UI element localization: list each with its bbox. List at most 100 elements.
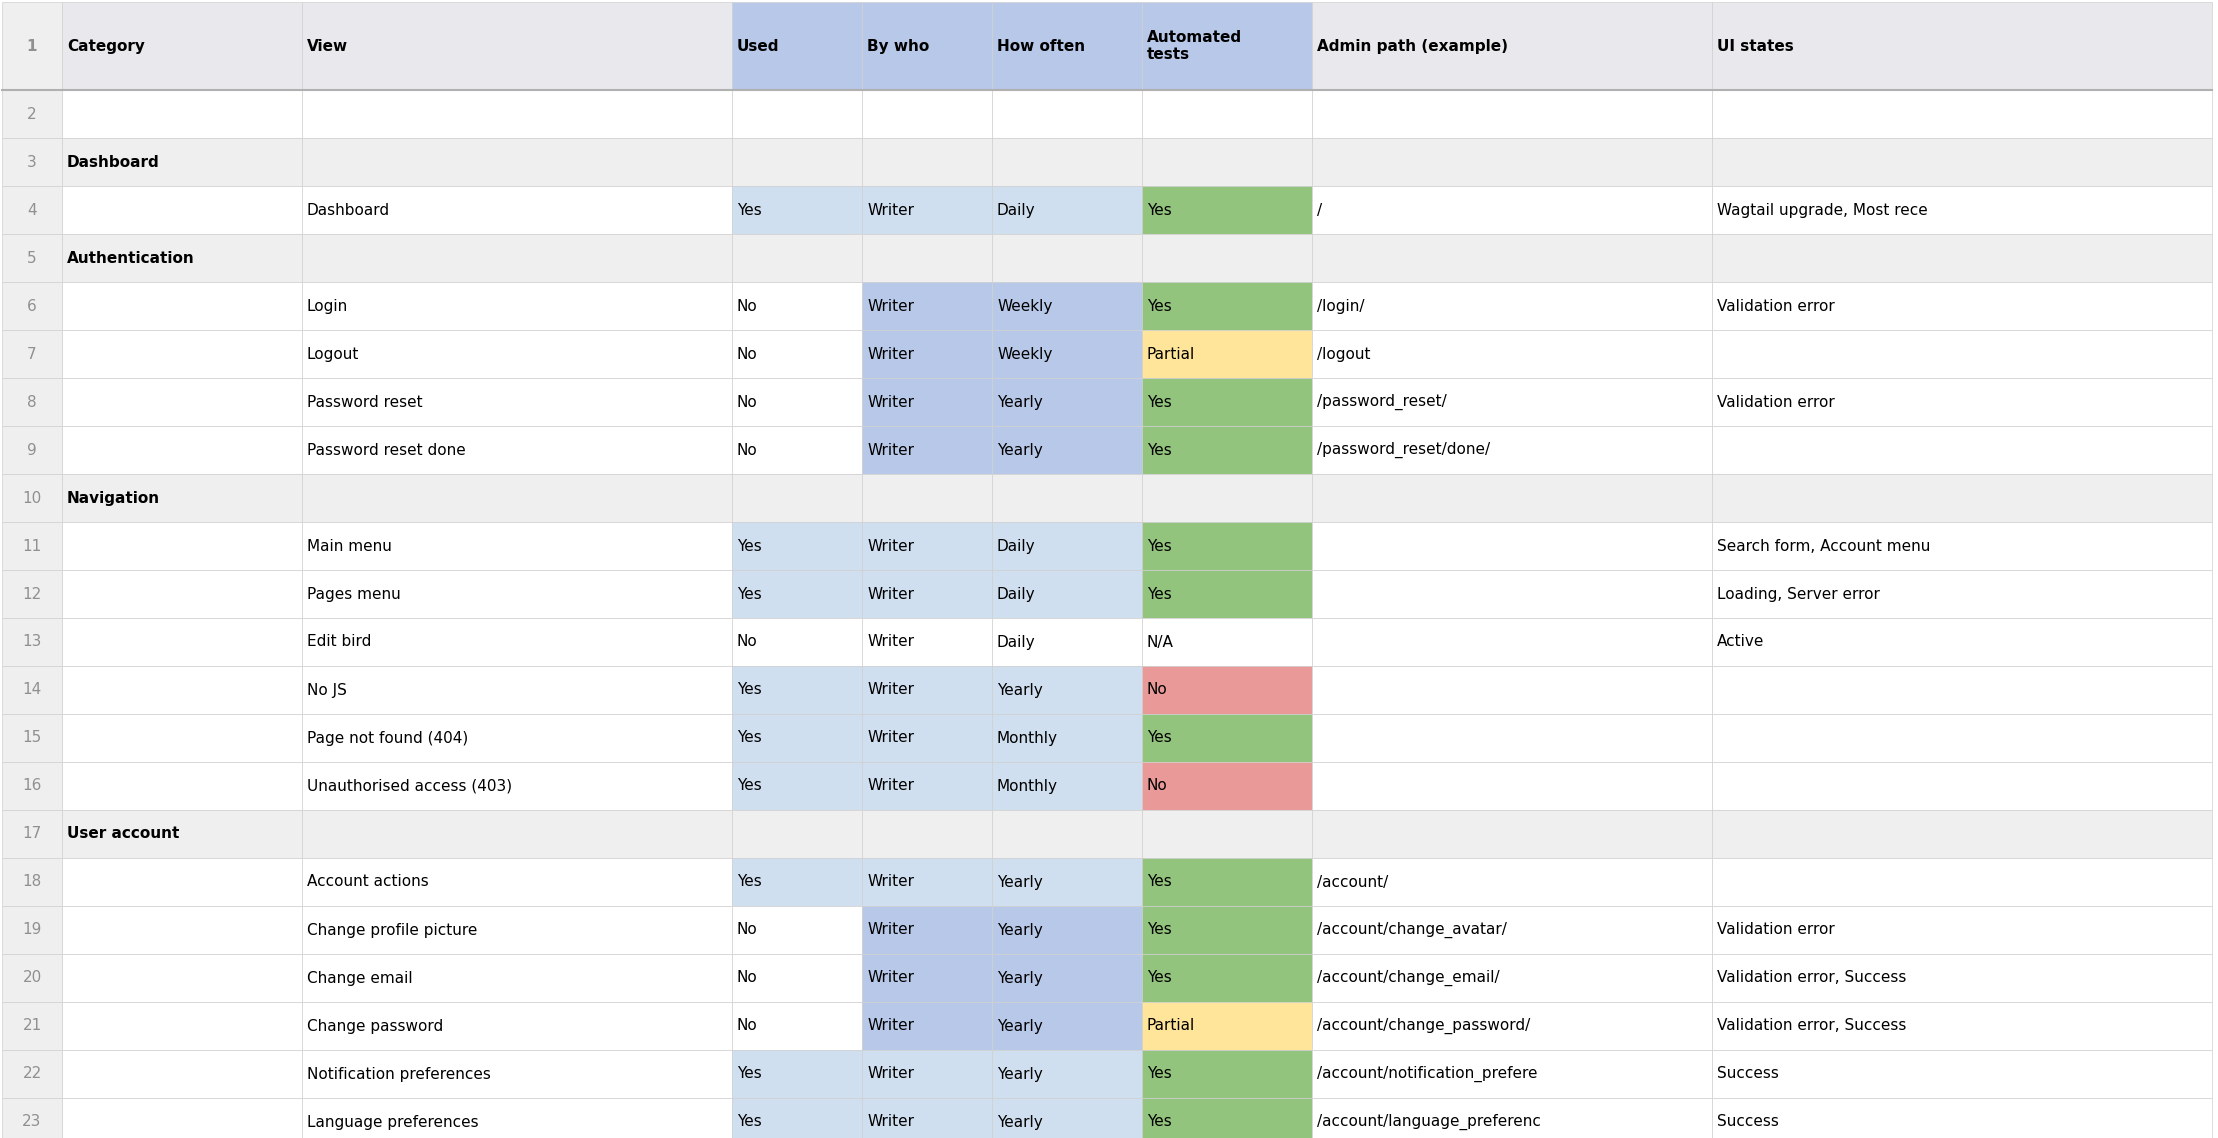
- Bar: [863, 954, 991, 1001]
- Bar: [1712, 475, 2211, 522]
- Text: Yearly: Yearly: [998, 443, 1042, 457]
- Text: Yes: Yes: [1147, 538, 1171, 553]
- Text: Account actions: Account actions: [306, 874, 428, 890]
- Bar: [62, 426, 302, 475]
- Text: 8: 8: [27, 395, 38, 410]
- Text: View: View: [306, 39, 348, 53]
- Bar: [302, 954, 732, 1001]
- Text: Main menu: Main menu: [306, 538, 393, 553]
- Bar: [863, 522, 991, 570]
- Bar: [863, 570, 991, 618]
- Text: Validation error: Validation error: [1717, 298, 1834, 313]
- Text: 19: 19: [22, 923, 42, 938]
- Text: Yes: Yes: [1147, 586, 1171, 602]
- Bar: [1712, 810, 2211, 858]
- Text: /login/: /login/: [1317, 298, 1364, 313]
- Text: 3: 3: [27, 155, 38, 170]
- Text: How often: How often: [998, 39, 1085, 53]
- Bar: [732, 1098, 863, 1138]
- Bar: [732, 858, 863, 906]
- Bar: [1313, 475, 1712, 522]
- Text: 15: 15: [22, 731, 42, 745]
- Text: Writer: Writer: [867, 1114, 914, 1130]
- Text: Writer: Writer: [867, 731, 914, 745]
- Bar: [1712, 618, 2211, 666]
- Text: Daily: Daily: [998, 538, 1036, 553]
- Bar: [1313, 1001, 1712, 1050]
- Bar: [2, 378, 62, 426]
- Text: No JS: No JS: [306, 683, 346, 698]
- Bar: [732, 330, 863, 378]
- Bar: [991, 234, 1142, 282]
- Bar: [732, 138, 863, 185]
- Bar: [991, 762, 1142, 810]
- Bar: [863, 426, 991, 475]
- Bar: [302, 858, 732, 906]
- Text: 13: 13: [22, 635, 42, 650]
- Text: 14: 14: [22, 683, 42, 698]
- Bar: [991, 954, 1142, 1001]
- Bar: [2, 714, 62, 762]
- Bar: [1313, 138, 1712, 185]
- Bar: [863, 330, 991, 378]
- Bar: [62, 810, 302, 858]
- Bar: [62, 138, 302, 185]
- Text: Validation error: Validation error: [1717, 395, 1834, 410]
- Bar: [1313, 330, 1712, 378]
- Bar: [2, 906, 62, 954]
- Text: 7: 7: [27, 346, 38, 362]
- Bar: [732, 1001, 863, 1050]
- Bar: [1712, 234, 2211, 282]
- Bar: [732, 475, 863, 522]
- Bar: [1313, 522, 1712, 570]
- Text: Writer: Writer: [867, 874, 914, 890]
- Text: 22: 22: [22, 1066, 42, 1081]
- Text: Yes: Yes: [736, 538, 761, 553]
- Bar: [1142, 906, 1313, 954]
- Text: Daily: Daily: [998, 635, 1036, 650]
- Bar: [2, 90, 62, 138]
- Bar: [302, 906, 732, 954]
- Bar: [1712, 185, 2211, 234]
- Bar: [991, 138, 1142, 185]
- Bar: [1313, 1050, 1712, 1098]
- Text: No: No: [1147, 778, 1167, 793]
- Bar: [302, 426, 732, 475]
- Text: 9: 9: [27, 443, 38, 457]
- Text: /account/language_preferenc: /account/language_preferenc: [1317, 1114, 1542, 1130]
- Bar: [2, 570, 62, 618]
- Bar: [1142, 475, 1313, 522]
- Bar: [62, 522, 302, 570]
- Bar: [991, 522, 1142, 570]
- Bar: [2, 522, 62, 570]
- Bar: [302, 90, 732, 138]
- Text: Monthly: Monthly: [998, 731, 1058, 745]
- Text: Daily: Daily: [998, 203, 1036, 217]
- Bar: [991, 282, 1142, 330]
- Bar: [732, 810, 863, 858]
- Bar: [1313, 858, 1712, 906]
- Text: No: No: [736, 1019, 759, 1033]
- Bar: [1313, 378, 1712, 426]
- Text: Admin path (example): Admin path (example): [1317, 39, 1508, 53]
- Bar: [1712, 330, 2211, 378]
- Text: /account/change_password/: /account/change_password/: [1317, 1017, 1530, 1034]
- Bar: [863, 906, 991, 954]
- Text: Pages menu: Pages menu: [306, 586, 401, 602]
- Text: Yes: Yes: [1147, 395, 1171, 410]
- Bar: [62, 1050, 302, 1098]
- Bar: [1712, 1050, 2211, 1098]
- Bar: [62, 906, 302, 954]
- Bar: [2, 858, 62, 906]
- Bar: [732, 1050, 863, 1098]
- Text: No: No: [1147, 683, 1167, 698]
- Bar: [1313, 810, 1712, 858]
- Text: /account/change_email/: /account/change_email/: [1317, 970, 1499, 987]
- Text: Writer: Writer: [867, 1019, 914, 1033]
- Text: Notification preferences: Notification preferences: [306, 1066, 490, 1081]
- Text: Success: Success: [1717, 1114, 1779, 1130]
- Text: Writer: Writer: [867, 203, 914, 217]
- Text: Writer: Writer: [867, 778, 914, 793]
- Bar: [991, 618, 1142, 666]
- Text: Writer: Writer: [867, 971, 914, 986]
